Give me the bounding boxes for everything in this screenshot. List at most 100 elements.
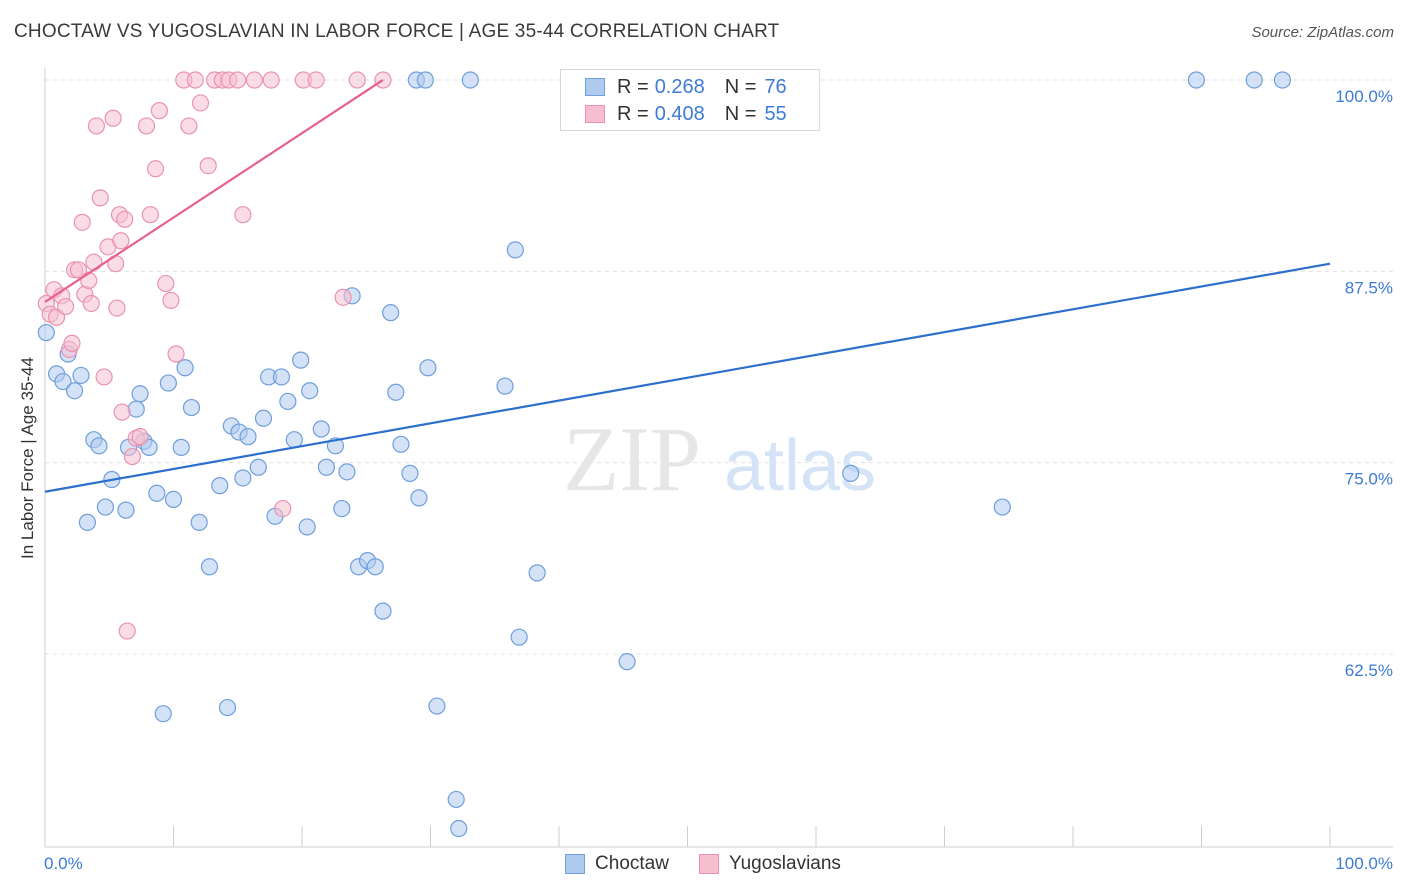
yugoslavians-point [69,261,88,279]
yugoslavians-point [104,109,122,127]
y-tick-label: 62.5% [1345,661,1393,680]
legend-n-label: N = [724,102,757,125]
yugoslavians-point [82,294,100,313]
legend-row-yugoslavians: R = 0.408 N = 55 [585,101,787,127]
choctaw-point [461,71,479,89]
yugoslavians-point [85,253,103,271]
choctaw-point [54,372,72,391]
watermark-zip: ZIP [563,408,701,510]
yugoslavians-point [73,213,91,231]
yugoslavians-point [348,71,366,89]
yugoslavians-point [274,499,292,518]
choctaw-point [159,374,177,392]
choctaw-point [131,385,149,403]
bottom-legend-swatch-yugoslavians [698,854,719,874]
x-tick-label-max: 100.0% [1335,854,1393,873]
choctaw-point [272,368,291,386]
choctaw-point [1273,71,1292,89]
choctaw-point [285,431,303,449]
watermark: ZIP atlas [563,408,876,510]
yugoslavians-point [112,232,130,250]
bottom-legend-label: Choctaw [595,853,669,874]
yugoslavians-point [191,94,210,112]
yugoslavians-point [334,288,352,306]
choctaw-point [182,398,201,417]
choctaw-point [190,513,208,531]
yugoslavians-point [234,206,252,224]
yugoslavians-point [131,428,149,446]
bottom-legend-choctaw[interactable]: Choctaw [565,853,669,875]
yugoslavians-point [91,189,109,207]
choctaw-point [148,484,166,502]
choctaw-point [496,377,514,395]
choctaw-point [164,490,183,509]
choctaw-point [218,698,237,717]
choctaw-point [117,501,135,519]
legend-n-label: N = [724,75,757,98]
choctaw-point [382,304,400,322]
y-tick-label: 75.0% [1345,470,1393,489]
axes [44,68,1393,848]
choctaw-point [387,383,405,401]
legend-swatch-yugoslavians [585,105,605,123]
yugoslavians-point [180,117,198,135]
yugoslavians-point [229,71,247,89]
yugoslavians-point [116,210,134,228]
yugoslavians-point [137,117,156,135]
yugoslavians-point [245,71,264,89]
chart-title: CHOCTAW VS YUGOSLAVIAN IN LABOR FORCE | … [14,21,780,42]
choctaw-point [993,498,1011,516]
legend-swatch-choctaw [585,78,605,96]
choctaw-point [96,498,114,516]
yugoslavians-point [80,271,98,290]
y-tick-label: 100.0% [1335,87,1393,106]
legend-r-label: R = [617,102,649,125]
choctaw-point [249,458,267,476]
choctaw-point [419,359,437,377]
legend-r-value: 0.408 [654,102,705,125]
bottom-legend-swatch-choctaw [565,854,586,874]
choctaw-point [366,558,384,576]
legend-row-choctaw: R = 0.268 N = 76 [585,74,787,100]
legend-n-value: 76 [764,75,787,98]
bottom-legend: Choctaw Yugoslavians [0,850,1406,878]
trend-line-choctaw [44,262,1331,493]
choctaw-point [333,499,351,518]
choctaw-point [298,518,316,536]
yugoslavians-point [113,403,131,421]
yugoslavians-point [63,334,81,352]
yugoslavians-point [186,71,204,89]
yugoslavians-point [141,206,159,224]
choctaw-point [211,477,229,495]
choctaw-point [842,464,860,482]
yugoslavians-point [199,157,217,175]
choctaw-point [338,463,356,481]
choctaw-point [312,420,330,438]
choctaw-point [90,437,108,455]
choctaw-point [428,697,446,715]
trend-lines [44,79,1331,493]
choctaw-point [292,351,310,369]
yugoslavians-point [56,297,75,316]
choctaw-point [200,558,219,576]
choctaw-point [37,323,55,342]
yugoslavians-point [167,345,185,363]
yugoslavians-point [108,299,126,317]
choctaw-point [301,382,319,400]
bottom-legend-yugoslavians[interactable]: Yugoslavians [698,853,841,875]
trend-line-yugoslavians [44,79,384,303]
legend-n-value: 55 [764,102,787,125]
choctaw-point [154,705,172,723]
yugoslavians-point [150,102,168,120]
legend: R = 0.268 N = 76 R = 0.408 N = 55 [560,69,820,131]
grid-lines [45,79,1393,655]
series-yugoslavians [37,71,392,640]
choctaw-point [1187,71,1205,89]
yugoslavians-point [146,160,165,178]
choctaw-point [416,71,434,89]
choctaw-point [450,819,468,838]
choctaw-point [317,458,336,476]
source-label: Source: ZipAtlas.com [1251,24,1394,41]
choctaw-point [447,790,465,809]
choctaw-point [176,359,194,377]
